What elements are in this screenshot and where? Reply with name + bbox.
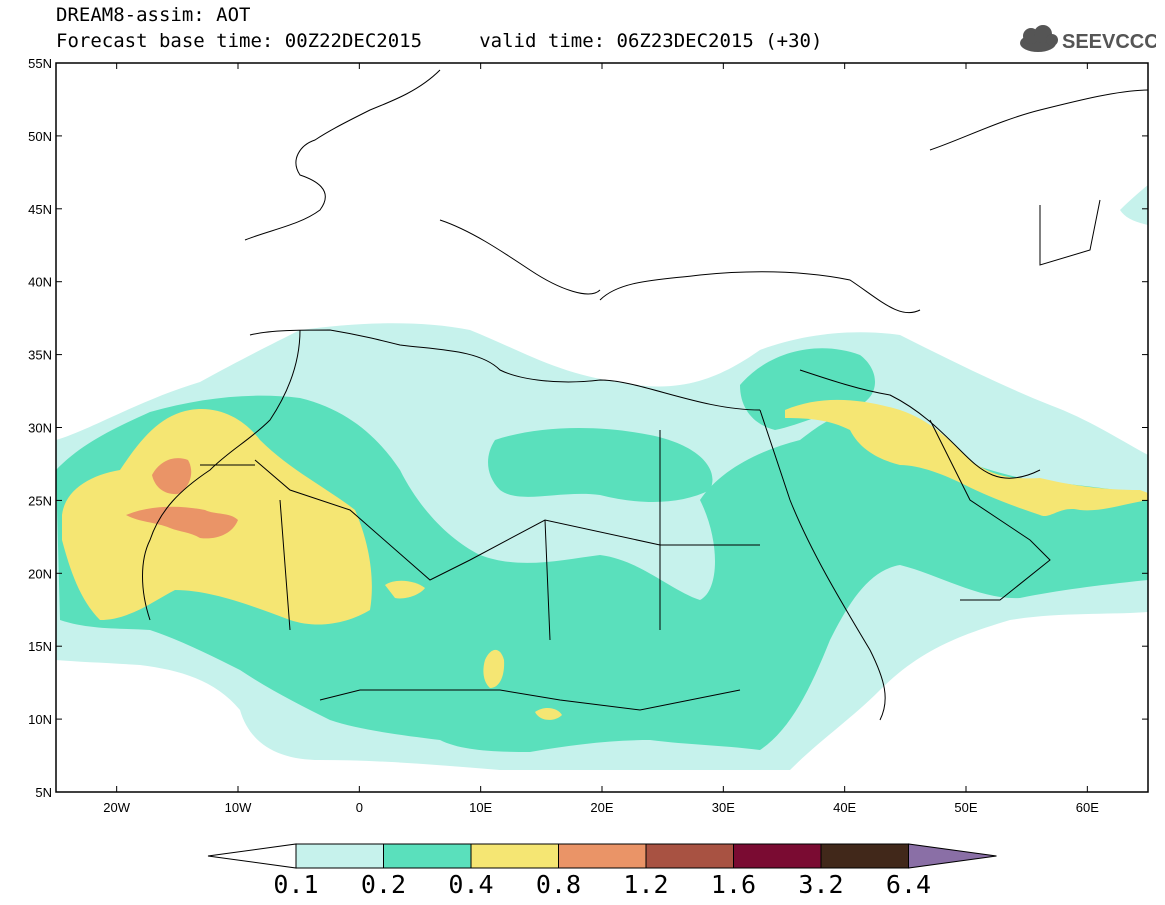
lat-label: 5N — [35, 785, 52, 800]
aot-band-0.8-1.2 — [126, 458, 238, 539]
lat-label: 10N — [28, 712, 52, 727]
colorbar-low-arrow — [207, 843, 297, 869]
colorbar-segment — [383, 843, 472, 869]
lon-label: 40E — [833, 800, 856, 815]
lat-label: 35N — [28, 348, 52, 363]
colorbar-label: 1.2 — [623, 870, 668, 899]
colorbar-label: 3.2 — [798, 870, 843, 899]
aot-band-0.2-0.4 — [56, 348, 1148, 752]
colorbar-label: 1.6 — [711, 870, 756, 899]
latitude-axis: 5N 10N 15N 20N 25N 30N 35N 40N 45N 50N 55N — [28, 56, 1148, 800]
lat-label: 30N — [28, 421, 52, 436]
colorbar-label: 0.2 — [361, 870, 406, 899]
colorbar-segment — [733, 843, 822, 869]
colorbar-label: 0.8 — [536, 870, 581, 899]
lat-label: 40N — [28, 275, 52, 290]
aot-colorbar: 0.1 0.2 0.4 0.8 1.2 1.6 3.2 6.4 — [207, 843, 997, 899]
lon-label: 20W — [103, 800, 130, 815]
lon-label: 20E — [590, 800, 613, 815]
lon-label: 0 — [356, 800, 363, 815]
lon-label: 60E — [1076, 800, 1099, 815]
lon-label: 30E — [712, 800, 735, 815]
colorbar-segment — [645, 843, 734, 869]
colorbar-label: 6.4 — [886, 870, 931, 899]
lat-label: 50N — [28, 129, 52, 144]
colorbar-segment — [295, 843, 384, 869]
lat-label: 45N — [28, 202, 52, 217]
lat-label: 55N — [28, 56, 52, 71]
cloud-icon — [1020, 25, 1058, 52]
lon-label: 10E — [469, 800, 492, 815]
lon-label: 50E — [954, 800, 977, 815]
colorbar-high-arrow — [908, 843, 997, 869]
map-title: DREAM8-assim: AOT — [56, 4, 251, 26]
lat-label: 25N — [28, 493, 52, 508]
lat-label: 15N — [28, 639, 52, 654]
longitude-axis: 20W 10W 0 10E 20E 30E 40E 50E 60E — [103, 63, 1099, 815]
lat-label: 20N — [28, 566, 52, 581]
colorbar-segment — [470, 843, 559, 869]
colorbar-segment — [820, 843, 909, 869]
country-borders — [142, 69, 1148, 721]
lon-label: 10W — [225, 800, 252, 815]
colorbar-segment — [558, 843, 647, 869]
aot-field — [56, 69, 1148, 770]
logo-text: SEEVCCC — [1062, 31, 1156, 53]
colorbar-label: 0.4 — [448, 870, 493, 899]
seevccc-logo: SEEVCCC — [1020, 25, 1156, 53]
forecast-time-line: Forecast base time: 00Z22DEC2015 valid t… — [56, 30, 823, 52]
colorbar-label: 0.1 — [273, 870, 318, 899]
